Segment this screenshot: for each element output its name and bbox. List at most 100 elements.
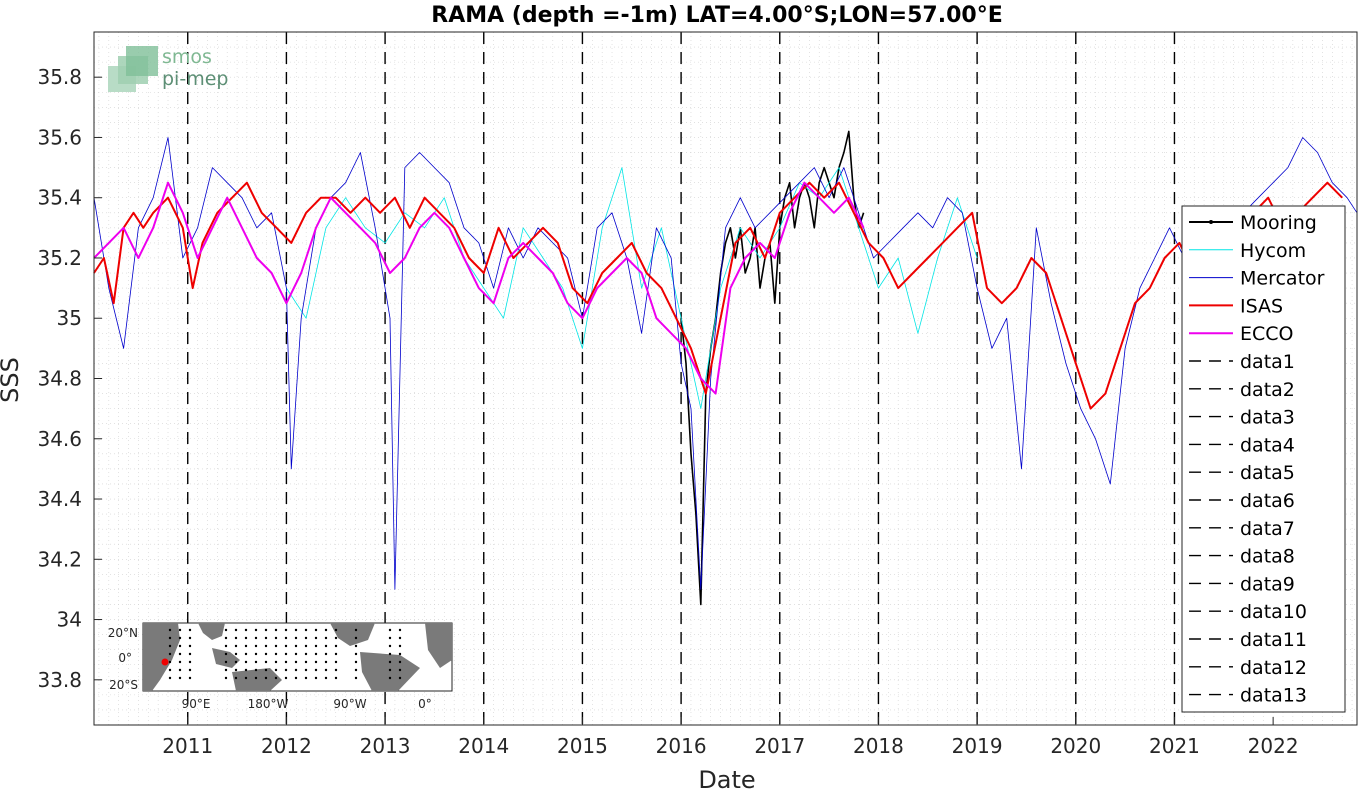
inset-buoy-dot [324, 644, 328, 648]
inset-buoy-dot [188, 660, 192, 664]
legend-label: data4 [1240, 434, 1295, 456]
inset-buoy-dot [334, 676, 338, 680]
inset-buoy-dot [398, 628, 402, 632]
inset-buoy-dot [284, 668, 288, 672]
x-tick-label: 2022 [1248, 734, 1299, 758]
inset-buoy-dot [314, 644, 318, 648]
inset-buoy-dot [354, 660, 358, 664]
inset-lon-label-90w: 90°W [333, 697, 366, 711]
y-tick-label: 34.6 [37, 427, 82, 451]
x-tick-label: 2020 [1050, 734, 1101, 758]
inset-buoy-dot [168, 668, 172, 672]
inset-lat-label-0: 0° [118, 651, 132, 665]
y-tick-label: 33.8 [37, 668, 82, 692]
inset-buoy-dot [168, 660, 172, 664]
inset-buoy-dot [314, 668, 318, 672]
legend-label: Mooring [1240, 212, 1317, 234]
inset-buoy-dot [334, 628, 338, 632]
inset-buoy-dot [304, 676, 308, 680]
legend-entry: Mooring [1189, 212, 1317, 234]
y-tick-label: 34.2 [37, 547, 82, 571]
y-tick-label: 35.2 [37, 246, 82, 270]
inset-buoy-dot [294, 676, 298, 680]
inset-buoy-dot [294, 660, 298, 664]
y-axis-label: SSS [0, 357, 24, 403]
x-tick-label: 2018 [853, 734, 904, 758]
inset-buoy-dot [178, 660, 182, 664]
x-tick-label: 2014 [458, 734, 509, 758]
inset-buoy-dot [224, 668, 228, 672]
inset-buoy-dot [168, 628, 172, 632]
y-tick-label: 34 [57, 608, 82, 632]
inset-buoy-dot [388, 644, 392, 648]
y-tick-label: 34.8 [37, 367, 82, 391]
legend-label: data8 [1240, 546, 1295, 568]
legend-entry: data7 [1189, 518, 1295, 540]
inset-buoy-dot [178, 668, 182, 672]
inset-buoy-dot [244, 668, 248, 672]
y-tick-label: 35.6 [37, 125, 82, 149]
inset-buoy-dot [234, 660, 238, 664]
inset-buoy-dot [234, 668, 238, 672]
inset-land-west-africa [425, 623, 452, 668]
inset-land-maritime [212, 648, 240, 668]
inset-buoy-dot [294, 636, 298, 640]
inset-buoy-dot [324, 652, 328, 656]
inset-buoy-dot [388, 660, 392, 664]
inset-buoy-dot [234, 644, 238, 648]
inset-buoy-dot [304, 652, 308, 656]
legend-entry: data11 [1189, 629, 1307, 651]
chart-title: RAMA (depth =-1m) LAT=4.00°S;LON=57.00°E [431, 3, 1002, 28]
legend: Mooring Hycom Mercator ISAS ECCO data1 data2 da… [1181, 205, 1346, 713]
inset-lon-label-180w: 180°W [248, 697, 289, 711]
logo-mark [108, 46, 158, 92]
inset-buoy-dot [324, 636, 328, 640]
legend-entry: data8 [1189, 546, 1295, 568]
inset-buoy-dot [334, 668, 338, 672]
legend-label: Mercator [1240, 268, 1325, 290]
series-line-hycom [286, 167, 978, 410]
inset-buoy-dot [354, 628, 358, 632]
legend-label: data13 [1240, 685, 1307, 707]
inset-buoy-dot [274, 652, 278, 656]
inset-buoy-dot [284, 660, 288, 664]
inset-buoy-dot [324, 660, 328, 664]
inset-buoy-dot [234, 652, 238, 656]
legend-swatch-marker [1209, 220, 1213, 224]
x-tick-label: 2011 [162, 734, 213, 758]
legend-entry: data10 [1189, 601, 1307, 623]
inset-buoy-dot [398, 660, 402, 664]
inset-buoy-dot [178, 628, 182, 632]
inset-buoy-dot [244, 636, 248, 640]
series-lines [93, 130, 1358, 606]
inset-buoy-dot [224, 628, 228, 632]
inset-land-central-america [330, 623, 375, 646]
inset-buoy-dot [354, 636, 358, 640]
legend-label: data10 [1240, 601, 1307, 623]
legend-box [1181, 205, 1346, 713]
inset-buoy-dot [294, 644, 298, 648]
inset-station-marker [161, 658, 169, 666]
inset-buoy-dot [284, 628, 288, 632]
y-tick-label: 34.4 [37, 487, 82, 511]
inset-lon-label-90e: 90°E [182, 697, 211, 711]
inset-buoy-dot [178, 652, 182, 656]
series-line-ecco [93, 181, 865, 395]
inset-buoy-dot [224, 676, 228, 680]
inset-landmasses [143, 623, 452, 691]
inset-buoy-dot [284, 676, 288, 680]
inset-buoy-dot [254, 660, 258, 664]
series-line-mercator [93, 137, 1358, 590]
x-tick-label: 2016 [656, 734, 707, 758]
inset-buoy-dot [168, 636, 172, 640]
logo-mark-tile [126, 46, 158, 76]
inset-buoy-dot [284, 644, 288, 648]
legend-entry: Mercator [1189, 268, 1325, 290]
legend-label: data5 [1240, 462, 1295, 484]
inset-buoy-dot [354, 676, 358, 680]
legend-label: data11 [1240, 629, 1307, 651]
inset-buoy-dot [264, 660, 268, 664]
inset-buoy-dot [188, 628, 192, 632]
inset-buoy-dot [244, 660, 248, 664]
